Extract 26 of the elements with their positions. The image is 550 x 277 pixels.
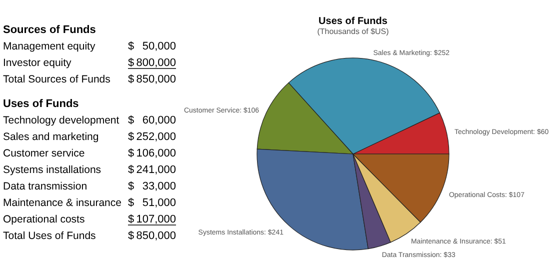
text: $ 33,000 bbox=[128, 180, 176, 192]
text: $ 107,000 bbox=[128, 214, 176, 226]
text: $ 106,000 bbox=[128, 148, 176, 160]
category-label: Total Sources of Funds bbox=[3, 74, 110, 86]
category-label: Systems installations bbox=[3, 164, 102, 176]
text: $ 850,000 bbox=[128, 230, 176, 242]
text: $ 850,000 bbox=[128, 74, 176, 86]
category-label: Investor equity bbox=[3, 57, 72, 69]
category-label: Operational costs bbox=[3, 214, 85, 226]
text: $ 50,000 bbox=[128, 40, 176, 52]
text: $ 252,000 bbox=[128, 131, 176, 143]
chart-subtitle: (Thousands of $US) bbox=[317, 27, 390, 36]
category-label: Technology development bbox=[3, 114, 120, 126]
text: $ 60,000 bbox=[128, 114, 176, 126]
category-label: Management equity bbox=[3, 40, 96, 52]
text: Uses of Funds bbox=[3, 98, 79, 110]
chart-title: Uses of Funds bbox=[318, 16, 388, 27]
text: $ 51,000 bbox=[128, 197, 176, 209]
category-label: Data transmission bbox=[3, 180, 88, 192]
category-label: Maintenance & insurance bbox=[3, 197, 122, 209]
text: Sources of Funds bbox=[3, 24, 96, 36]
category-label: Sales and marketing bbox=[3, 131, 99, 143]
category-label: Customer service bbox=[3, 148, 85, 160]
category-label: Total Uses of Funds bbox=[3, 230, 96, 242]
text: $ 800,000 bbox=[128, 57, 176, 69]
text: $ 241,000 bbox=[128, 164, 176, 176]
